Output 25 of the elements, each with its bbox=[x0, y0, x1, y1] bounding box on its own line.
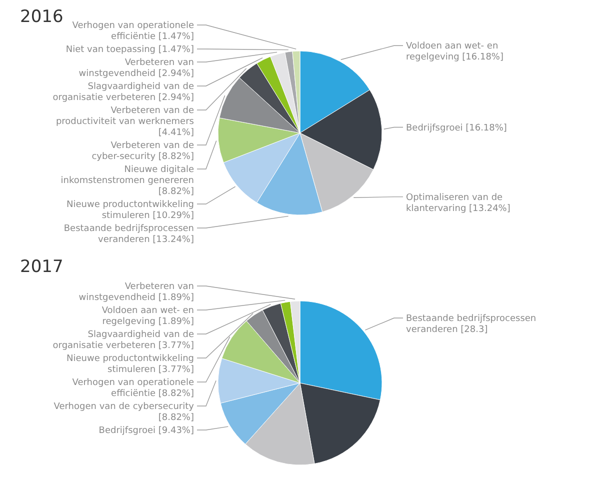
slice-label: Verbeteren van de productiviteit van werknemers bbox=[56, 106, 194, 127]
slice-label: Verbeteren van winstgevendheid [2.94%] bbox=[78, 58, 194, 79]
chart-title: 2017 bbox=[20, 257, 64, 277]
chart-title: 2016 bbox=[20, 7, 64, 27]
slice-label: Bestaande bedrijfsprocessen veranderen [13.24%] bbox=[64, 224, 194, 245]
slice-label: Bedrijfsgroei [16.18%] bbox=[406, 123, 507, 134]
slice-label: Nieuwe productontwikkeling stimuleren [3.77%] bbox=[66, 354, 194, 375]
slice-label: Slagvaardigheid van de organisatie verbeteren [2.94%] bbox=[52, 82, 194, 103]
slice-label: Voldoen aan wet- en regelgeving [1.89%] bbox=[102, 306, 194, 327]
slice-label: Verhogen van operationele efficiëntie [8.82%] bbox=[72, 378, 194, 399]
data-label: [8.82%] bbox=[158, 413, 194, 423]
slice-label: Nieuwe productontwikkeling stimuleren [10.29%] bbox=[66, 200, 194, 221]
slice-label: Nieuwe digitale inkomstenstromen genereren bbox=[60, 165, 194, 186]
data-label: [8.82%] bbox=[158, 187, 194, 197]
slice-label: Optimaliseren van de klantervaring [13.24%] bbox=[406, 192, 510, 214]
slice-label: Verhogen van de cybersecurity bbox=[54, 402, 195, 412]
slice-label: Verbeteren van de cyber-security [8.82%] bbox=[92, 141, 194, 162]
data-label: [4.41%] bbox=[158, 128, 194, 138]
slice-label: Slagvaardigheid van de organisatie verbeteren [3.77%] bbox=[52, 330, 194, 351]
slice-label: Verhogen van operationele efficiëntie [1.47%] bbox=[72, 21, 194, 42]
slice-label: Verbeteren van winstgevendheid [1.89%] bbox=[78, 282, 194, 303]
slice-label: Niet van toepassing [1.47%] bbox=[66, 45, 194, 55]
slice-label: Bedrijfsgroei [9.43%] bbox=[98, 426, 194, 436]
slice-label: Voldoen aan wet- en regelgeving [16.18%] bbox=[406, 42, 504, 63]
slice-label: Bestaande bedrijfsprocessen veranderen [28.3] bbox=[406, 314, 536, 336]
